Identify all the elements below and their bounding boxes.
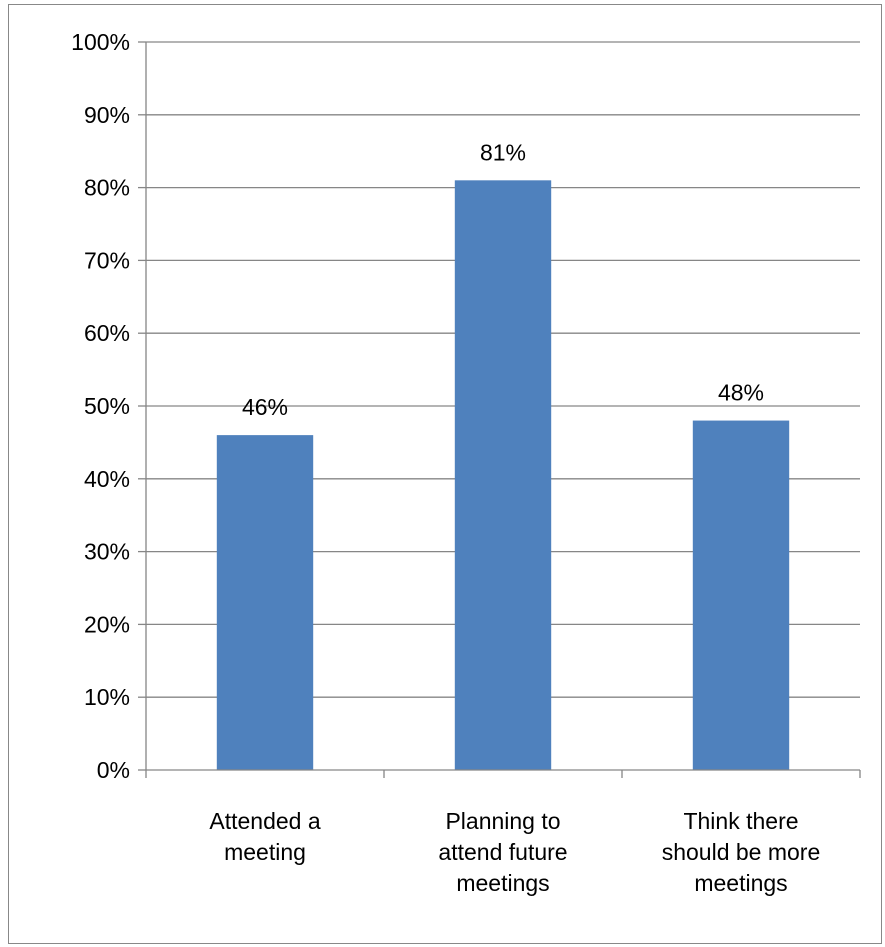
data-labels: 46% 81% 48% [242,139,764,420]
data-label: 81% [480,139,526,165]
category-label: Think there should be more meetings [662,808,821,896]
bar [216,435,314,770]
y-tick-label: 80% [84,175,130,201]
y-tick-label: 60% [84,320,130,346]
bars [216,180,790,770]
y-tick-label: 0% [97,757,130,783]
y-tick-label: 30% [84,539,130,565]
category-labels: Attended a meeting Planning to attend futur… [209,808,820,896]
y-tick-label: 100% [71,29,130,55]
y-tick-label: 90% [84,102,130,128]
y-tick-label: 40% [84,466,130,492]
axes [138,41,861,778]
bar [692,420,790,770]
y-tick-label: 20% [84,611,130,637]
y-tick-label: 50% [84,393,130,419]
bar [454,180,552,770]
category-label: Attended a meeting [209,808,320,865]
y-tick-label: 70% [84,247,130,273]
y-tick-labels: 0% 10% 20% 30% 40% 50% 60% 70% 80% 90% 100% [71,29,130,783]
y-tick-label: 10% [84,684,130,710]
data-label: 48% [718,380,764,406]
category-label: Planning to attend future meetings [438,808,567,896]
data-label: 46% [242,394,288,420]
